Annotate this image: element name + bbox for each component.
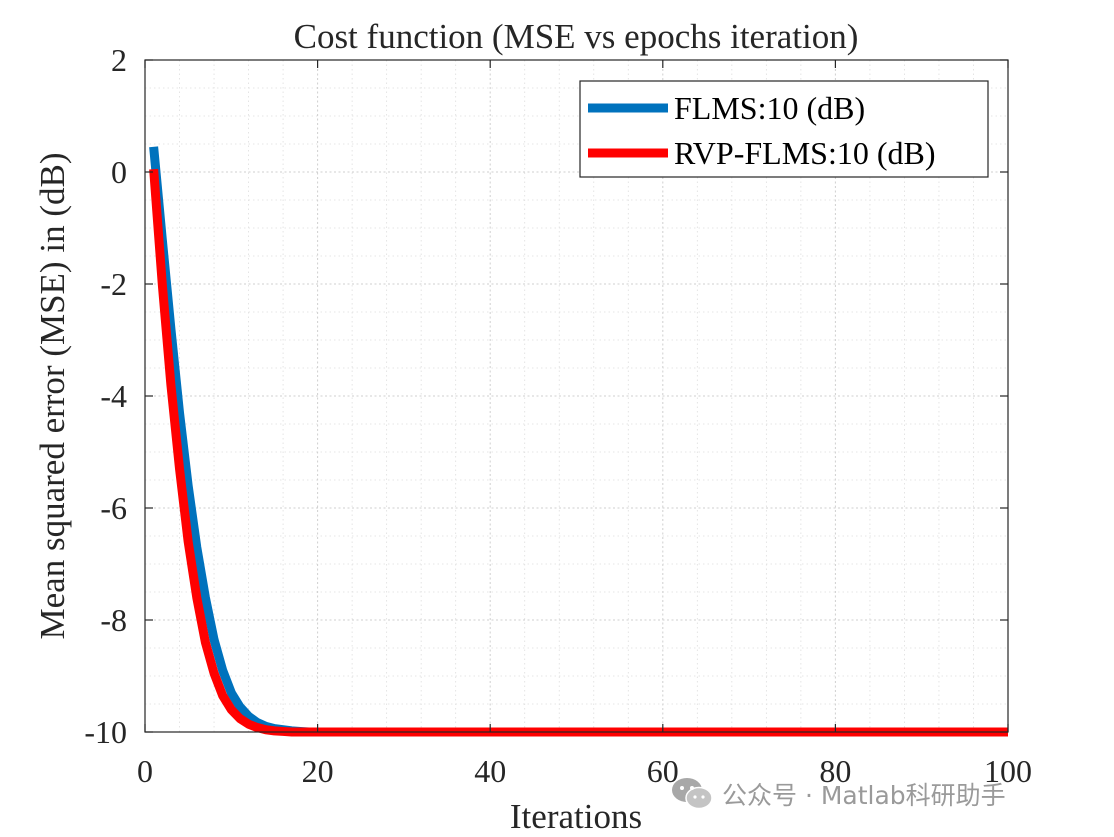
x-tick-label: 0 xyxy=(137,753,153,789)
y-tick-label: 0 xyxy=(111,154,127,190)
y-tick-label: -10 xyxy=(84,714,127,750)
chart-title: Cost function (MSE vs epochs iteration) xyxy=(294,17,859,56)
x-tick-label: 60 xyxy=(647,753,679,789)
y-tick-label: -4 xyxy=(100,378,127,414)
legend-label-flms: FLMS:10 (dB) xyxy=(674,90,865,126)
watermark-text: 公众号 · Matlab科研助手 xyxy=(722,781,1006,810)
legend: FLMS:10 (dB) RVP-FLMS:10 (dB) xyxy=(579,80,989,178)
y-tick-label: -2 xyxy=(100,266,127,302)
y-tick-labels: 2 0 -2 -4 -6 -8 -10 xyxy=(84,42,127,750)
x-tick-label: 20 xyxy=(302,753,334,789)
y-tick-label: -8 xyxy=(100,602,127,638)
x-tick-label: 40 xyxy=(474,753,506,789)
x-tick-label: 80 xyxy=(819,753,851,789)
axis-ticks xyxy=(144,59,1009,733)
wechat-icon xyxy=(672,778,713,810)
x-tick-labels: 0 20 40 60 80 100 xyxy=(137,753,1032,789)
y-axis-label: Mean squared error (MSE) in (dB) xyxy=(33,153,72,640)
x-axis-label: Iterations xyxy=(510,797,642,836)
legend-label-rvp-flms: RVP-FLMS:10 (dB) xyxy=(674,135,935,171)
y-tick-label: -6 xyxy=(100,490,127,526)
watermark: 公众号 · Matlab科研助手 xyxy=(670,770,1006,818)
legend-box xyxy=(579,80,989,178)
y-tick-label: 2 xyxy=(111,42,127,78)
x-tick-label: 100 xyxy=(984,753,1032,789)
